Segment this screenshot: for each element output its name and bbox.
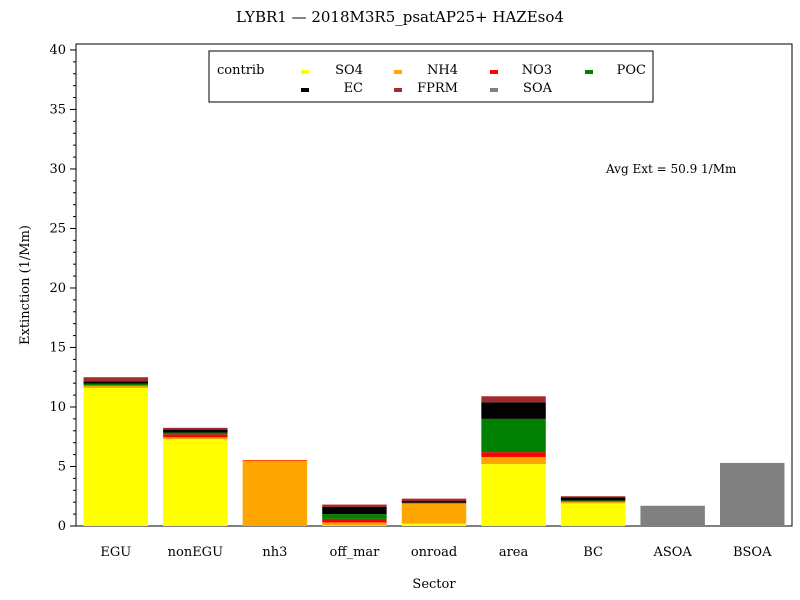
x-tick-label: BSOA: [733, 545, 772, 560]
y-tick-label: 40: [49, 43, 66, 58]
bar-segment-so4-nonegu: [163, 439, 228, 526]
bar-segment-fprm-egu: [83, 377, 148, 382]
y-axis-label: Extinction (1/Mm): [18, 225, 33, 345]
legend-label-poc: POC: [617, 63, 646, 78]
bar-segment-fprm-off_mar: [322, 504, 387, 507]
bars-group: [83, 377, 785, 526]
chart-title: LYBR1 — 2018M3R5_psatAP25+ HAZEso4: [236, 8, 564, 26]
y-tick-label: 20: [49, 281, 66, 296]
bar-segment-ec-bc: [560, 497, 626, 501]
legend-swatch-ec: [301, 88, 309, 92]
x-tick-label: EGU: [100, 545, 131, 560]
bar-segment-ec-egu: [83, 381, 148, 384]
bar-segment-poc-off_mar: [322, 514, 387, 519]
bar-segment-so4-egu: [83, 387, 148, 526]
bar-segment-nh4-bc: [560, 501, 626, 504]
bar-segment-nh4-area: [481, 456, 546, 465]
y-tick-label: 10: [49, 400, 66, 415]
bar-segment-poc-area: [481, 418, 546, 453]
legend-swatch-fprm: [394, 88, 402, 92]
x-tick-label: off_mar: [330, 545, 381, 560]
legend-label-so4: SO4: [335, 63, 363, 78]
bar-segment-poc-egu: [83, 383, 148, 386]
y-tick-label: 30: [49, 162, 66, 177]
legend-title: contrib: [217, 63, 264, 78]
bar-segment-ec-off_mar: [322, 506, 387, 515]
bar-segment-ec-onroad: [401, 501, 467, 503]
x-tick-label: nh3: [262, 545, 287, 560]
bar-segment-fprm-nonegu: [163, 427, 228, 430]
legend-label-ec: EC: [344, 81, 363, 96]
bar-segment-no3-nonegu: [163, 434, 228, 438]
bar-segment-so4-onroad: [401, 523, 467, 526]
bar-segment-nh4-off_mar: [322, 522, 387, 526]
bar-segment-nh4-nh3: [242, 460, 308, 526]
bar-segment-no3-nh3: [242, 459, 308, 461]
bar-segment-nh4-egu: [83, 385, 148, 388]
bar-segment-no3-area: [481, 452, 546, 457]
y-tick-label: 5: [58, 459, 66, 474]
y-tick-label: 0: [58, 519, 66, 534]
legend-label-nh4: NH4: [427, 63, 458, 78]
bar-segment-poc-nonegu: [163, 432, 228, 435]
legend: contrib SO4 NH4 NO3 POC EC FPRM SOA: [208, 50, 654, 103]
x-axis: EGU nonEGU nh3 off_mar onroad area BC ASOA BSOA: [100, 545, 772, 560]
bar-segment-no3-off_mar: [322, 518, 387, 523]
y-axis: 0 5 10 15 20 25 30 35 40: [49, 43, 76, 534]
x-tick-label: nonEGU: [168, 545, 223, 560]
bar-segment-nh4-nonegu: [163, 437, 228, 440]
bar-segment-nh4-onroad: [401, 503, 467, 524]
legend-swatch-no3: [490, 70, 498, 74]
legend-swatch-poc: [585, 70, 593, 74]
y-tick-label: 25: [49, 221, 66, 236]
bar-segment-so4-area: [481, 464, 546, 526]
x-axis-label: Sector: [412, 577, 456, 592]
legend-swatch-soa: [490, 88, 498, 92]
y-tick-label: 35: [49, 102, 66, 117]
y-tick-label: 15: [49, 340, 66, 355]
x-tick-label: BC: [583, 545, 603, 560]
legend-box: [208, 50, 654, 103]
bar-segment-soa-bsoa: [720, 462, 785, 526]
bar-segment-ec-area: [481, 402, 546, 419]
legend-label-fprm: FPRM: [417, 81, 458, 96]
bar-segment-ec-nonegu: [163, 429, 228, 433]
bar-segment-fprm-bc: [560, 496, 626, 498]
bar-segment-fprm-area: [481, 396, 546, 403]
bar-segment-no3-onroad: [401, 502, 467, 504]
legend-swatch-so4: [301, 70, 309, 74]
bar-segment-so4-bc: [560, 503, 626, 526]
avg-extinction-annotation: Avg Ext = 50.9 1/Mm: [605, 162, 737, 176]
legend-label-no3: NO3: [522, 63, 552, 78]
bar-segment-so4-off_mar: [322, 525, 387, 526]
x-tick-label: ASOA: [652, 545, 692, 560]
bar-segment-fprm-onroad: [401, 498, 467, 502]
bar-segment-poc-bc: [560, 500, 626, 502]
legend-swatch-nh4: [394, 70, 402, 74]
legend-label-soa: SOA: [523, 81, 553, 96]
bar-segment-soa-asoa: [640, 505, 705, 526]
x-tick-label: onroad: [411, 545, 457, 560]
x-tick-label: area: [499, 545, 529, 560]
